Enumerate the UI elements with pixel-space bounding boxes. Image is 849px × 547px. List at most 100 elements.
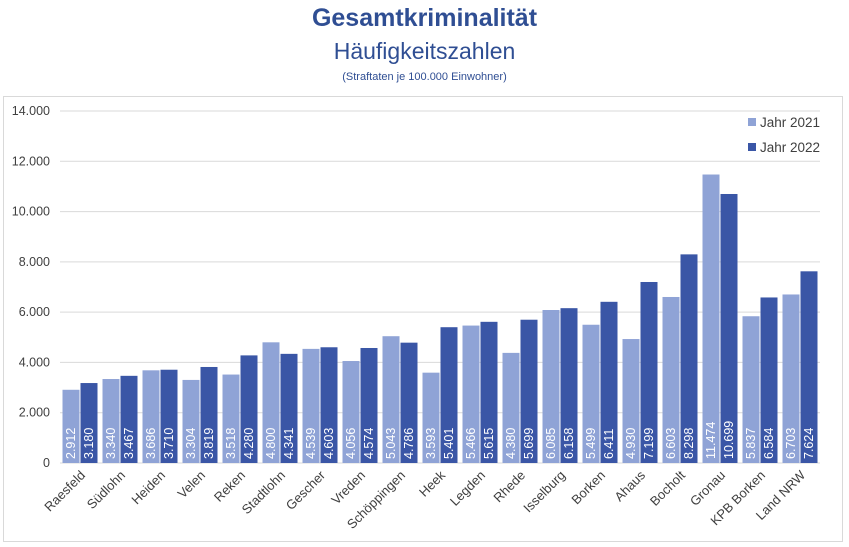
data-label: 3.710 bbox=[162, 428, 176, 459]
bar-2022 bbox=[320, 347, 338, 463]
chart-title: Gesamtkriminalität bbox=[311, 4, 538, 32]
data-label: 7.624 bbox=[802, 428, 816, 459]
bar-2022 bbox=[800, 271, 818, 463]
bar-2022 bbox=[560, 308, 578, 463]
data-label: 10.699 bbox=[722, 421, 736, 459]
data-label: 4.280 bbox=[242, 428, 256, 459]
bar-2022 bbox=[200, 366, 218, 463]
y-tick-label: 4.000 bbox=[19, 355, 50, 369]
data-label: 5.499 bbox=[584, 428, 598, 459]
x-tick-label: Legden bbox=[447, 468, 488, 509]
bar-2022 bbox=[80, 383, 98, 463]
legend-label: Jahr 2021 bbox=[760, 115, 820, 130]
bar-2021 bbox=[382, 336, 400, 463]
y-tick-label: 14.000 bbox=[12, 104, 50, 118]
y-tick-label: 6.000 bbox=[19, 305, 50, 319]
bar-2021 bbox=[702, 174, 720, 463]
x-tick-label: Isselburg bbox=[520, 468, 568, 516]
data-label: 4.786 bbox=[402, 428, 416, 459]
bar-2021 bbox=[302, 348, 320, 463]
bar-2022 bbox=[160, 369, 178, 463]
bar-2022 bbox=[640, 281, 658, 463]
data-label: 4.056 bbox=[344, 428, 358, 459]
bar-2021 bbox=[222, 374, 240, 463]
data-label: 4.380 bbox=[504, 428, 518, 459]
legend-swatch bbox=[748, 118, 756, 126]
data-label: 4.800 bbox=[264, 428, 278, 459]
data-label: 8.298 bbox=[682, 428, 696, 459]
data-label: 3.180 bbox=[82, 428, 96, 459]
data-label: 6.085 bbox=[544, 428, 558, 459]
y-tick-label: 12.000 bbox=[12, 154, 50, 168]
y-tick-label: 8.000 bbox=[19, 255, 50, 269]
data-label: 5.401 bbox=[442, 428, 456, 459]
bar-2021 bbox=[462, 325, 480, 463]
data-label: 6.703 bbox=[784, 428, 798, 459]
bar-2022 bbox=[440, 327, 458, 463]
data-label: 6.411 bbox=[602, 429, 616, 459]
x-tick-label: Ahaus bbox=[611, 467, 648, 504]
data-label: 2.912 bbox=[64, 428, 78, 459]
data-label: 6.603 bbox=[664, 428, 678, 459]
bar-2021 bbox=[622, 339, 640, 463]
data-label: 11.474 bbox=[704, 422, 718, 459]
x-tick-label: Raesfeld bbox=[41, 468, 88, 515]
bar-2021 bbox=[62, 389, 80, 463]
bar-2022 bbox=[600, 301, 618, 463]
legend-label: Jahr 2022 bbox=[760, 140, 820, 155]
data-label: 3.340 bbox=[104, 428, 118, 459]
data-label: 4.930 bbox=[624, 428, 638, 459]
bar-2022 bbox=[680, 254, 698, 463]
bar-2021 bbox=[422, 372, 440, 463]
bar-2021 bbox=[102, 379, 120, 463]
bar-2021 bbox=[662, 296, 680, 463]
bar-2021 bbox=[742, 316, 760, 463]
data-label: 3.686 bbox=[144, 428, 158, 459]
data-label: 4.603 bbox=[322, 428, 336, 459]
chart-subtitle: Häufigkeitszahlen bbox=[333, 38, 516, 64]
x-tick-label: Rhede bbox=[490, 468, 528, 506]
y-tick-label: 10.000 bbox=[12, 205, 50, 219]
x-tick-label: Velen bbox=[175, 468, 209, 502]
bar-2022 bbox=[240, 355, 258, 463]
x-tick-label: Heiden bbox=[128, 468, 168, 508]
bar-2021 bbox=[782, 294, 800, 463]
bar-2021 bbox=[542, 310, 560, 463]
data-label: 5.043 bbox=[384, 428, 398, 459]
legend-swatch bbox=[748, 143, 756, 151]
x-tick-label: Borken bbox=[568, 468, 608, 508]
bar-2022 bbox=[760, 297, 778, 463]
x-tick-label: Stadtlohn bbox=[239, 468, 288, 517]
bar-2022 bbox=[400, 342, 418, 463]
data-label: 3.819 bbox=[202, 428, 216, 459]
x-tick-label: Gescher bbox=[283, 467, 329, 513]
data-label: 5.615 bbox=[482, 428, 496, 459]
bar-2021 bbox=[182, 379, 200, 463]
data-label: 3.467 bbox=[122, 428, 136, 459]
data-label: 3.304 bbox=[184, 428, 198, 459]
y-tick-label: 0 bbox=[43, 456, 50, 470]
x-tick-label: Südlohn bbox=[84, 468, 128, 512]
bar-2022 bbox=[520, 319, 538, 463]
chart-note: (Straftaten je 100.000 Einwohner) bbox=[342, 71, 507, 83]
x-tick-label: Reken bbox=[211, 468, 248, 505]
x-tick-label: Vreden bbox=[328, 468, 368, 508]
bar-2021 bbox=[342, 361, 360, 463]
bar-2021 bbox=[502, 352, 520, 463]
bar-2021 bbox=[262, 342, 280, 463]
bar-2021 bbox=[142, 370, 160, 463]
data-label: 5.837 bbox=[744, 428, 758, 459]
data-label: 7.199 bbox=[642, 428, 656, 459]
data-label: 4.341 bbox=[282, 428, 296, 459]
x-tick-label: Heek bbox=[416, 467, 448, 499]
data-label: 5.466 bbox=[464, 428, 478, 459]
data-label: 5.699 bbox=[522, 428, 536, 459]
bar-2022 bbox=[280, 353, 298, 463]
data-label: 6.158 bbox=[562, 428, 576, 459]
data-label: 3.593 bbox=[424, 428, 438, 459]
bar-2022 bbox=[720, 193, 738, 463]
data-label: 6.584 bbox=[762, 428, 776, 459]
bar-2022 bbox=[120, 375, 138, 463]
y-tick-label: 2.000 bbox=[19, 406, 50, 420]
